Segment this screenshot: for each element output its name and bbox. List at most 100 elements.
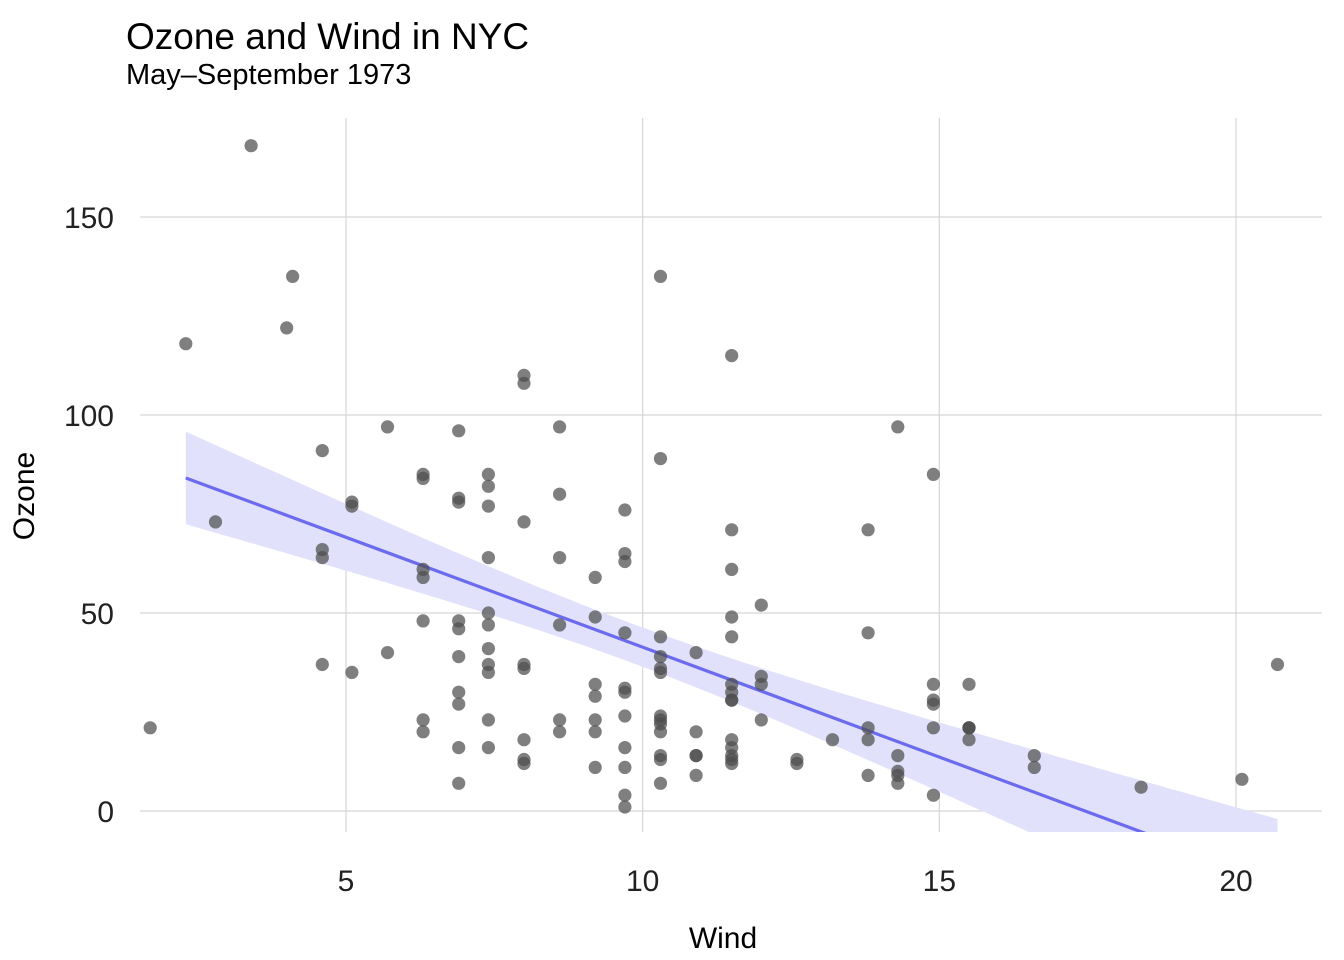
data-point <box>380 420 395 434</box>
data-point <box>725 741 739 755</box>
data-point <box>861 733 875 747</box>
data-point <box>481 479 495 493</box>
data-point <box>725 630 739 644</box>
data-point <box>618 709 632 723</box>
x-tick-label: 20 <box>1219 865 1252 898</box>
data-point <box>345 665 359 680</box>
data-point <box>618 760 632 775</box>
data-point <box>618 800 632 814</box>
data-point <box>553 420 567 434</box>
data-point <box>926 788 941 802</box>
data-point <box>208 515 223 529</box>
data-point <box>481 606 495 620</box>
data-point <box>861 523 875 537</box>
data-point <box>553 487 567 501</box>
data-point <box>618 788 632 802</box>
data-point <box>481 551 495 565</box>
data-point <box>452 614 466 628</box>
data-point <box>315 444 329 458</box>
data-point <box>861 768 875 783</box>
data-point <box>891 749 905 763</box>
y-tick-label: 100 <box>64 400 114 433</box>
data-point <box>481 657 495 672</box>
y-tick-label: 50 <box>81 598 114 631</box>
data-point <box>689 768 703 783</box>
data-point <box>553 551 567 565</box>
x-tick-label: 10 <box>626 865 659 898</box>
data-point <box>452 776 466 790</box>
data-point <box>588 570 602 585</box>
data-point <box>452 650 466 664</box>
data-point <box>1134 780 1148 794</box>
data-point <box>315 551 329 565</box>
data-point <box>452 424 466 438</box>
data-point <box>926 467 941 481</box>
data-point <box>689 749 703 763</box>
data-point <box>653 717 668 731</box>
data-point <box>653 452 668 466</box>
data-point <box>653 630 668 644</box>
data-point <box>588 689 602 703</box>
data-point <box>588 760 602 775</box>
data-point <box>653 269 668 283</box>
data-point <box>517 733 531 747</box>
x-tick-label: 15 <box>923 865 956 898</box>
data-point <box>553 713 567 727</box>
data-point <box>588 713 602 727</box>
data-point <box>517 515 531 529</box>
data-point <box>618 681 632 695</box>
data-point <box>754 598 768 612</box>
data-point <box>416 562 430 577</box>
data-point <box>588 677 602 691</box>
data-point <box>481 499 495 513</box>
data-point <box>416 713 430 727</box>
data-point <box>452 697 466 711</box>
gridlines <box>140 118 1322 832</box>
data-point <box>517 368 531 382</box>
data-point <box>962 733 976 747</box>
data-point <box>286 269 300 283</box>
y-tick-label: 150 <box>64 202 114 235</box>
data-point <box>861 626 875 640</box>
data-point <box>653 665 668 680</box>
confidence-band <box>185 431 1278 832</box>
data-point <box>416 614 430 628</box>
x-axis-label: Wind <box>689 922 757 955</box>
data-point <box>553 618 567 632</box>
data-point <box>653 650 668 664</box>
data-point <box>143 721 157 735</box>
data-point <box>452 685 466 699</box>
data-point <box>588 610 602 624</box>
tick-labels: 5 10 15 20 0 50 100 150 <box>64 202 1253 898</box>
data-point <box>962 721 976 735</box>
data-point <box>926 677 941 691</box>
data-point <box>790 752 804 767</box>
data-point <box>1027 760 1041 775</box>
data-point <box>416 725 430 739</box>
data-point <box>891 768 905 783</box>
data-point <box>689 646 703 660</box>
data-point <box>1270 657 1285 672</box>
data-point <box>926 721 941 735</box>
data-point <box>725 756 739 771</box>
data-point <box>553 725 567 739</box>
data-point <box>754 677 768 691</box>
y-tick-label: 0 <box>97 796 114 829</box>
data-point <box>725 610 739 624</box>
data-point <box>725 677 739 691</box>
data-point <box>926 693 941 707</box>
data-point <box>452 741 466 755</box>
data-point <box>725 562 739 577</box>
data-point <box>452 495 466 509</box>
data-point <box>861 721 875 735</box>
data-point <box>517 752 531 767</box>
data-point <box>179 337 193 351</box>
confidence-band-area <box>185 431 1278 832</box>
x-tick-label: 5 <box>338 865 355 898</box>
chart-subtitle: May–September 1973 <box>126 59 411 91</box>
data-point <box>725 523 739 537</box>
data-point <box>618 547 632 561</box>
data-point <box>725 349 739 363</box>
data-point <box>962 677 976 691</box>
